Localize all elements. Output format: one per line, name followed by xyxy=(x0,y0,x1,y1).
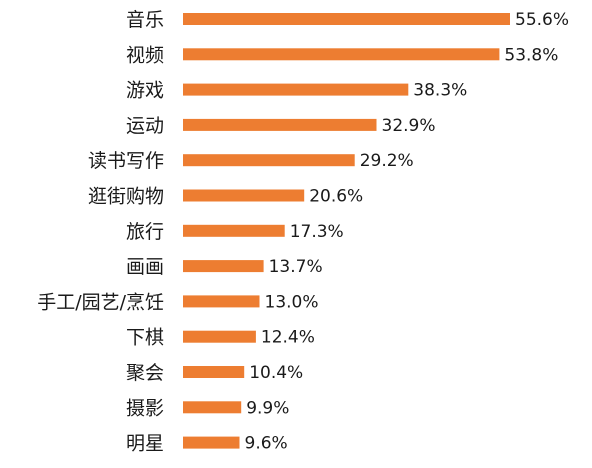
value-label: 9.6% xyxy=(245,434,288,454)
bar-9 xyxy=(183,330,256,343)
value-label: 13.7% xyxy=(269,257,323,277)
bar-6 xyxy=(183,224,285,237)
category-label: 视频 xyxy=(126,44,164,66)
value-label: 17.3% xyxy=(290,222,344,242)
category-label: 运动 xyxy=(126,115,164,137)
value-label: 13.0% xyxy=(265,292,319,312)
category-label: 下棋 xyxy=(126,327,164,349)
bar-0 xyxy=(183,13,510,25)
category-label: 聚会 xyxy=(126,362,164,384)
value-label: 10.4% xyxy=(249,363,303,383)
category-label: 画画 xyxy=(126,256,164,278)
category-label: 游戏 xyxy=(126,80,164,102)
bar-12 xyxy=(183,436,240,449)
category-label: 逛街购物 xyxy=(88,186,164,208)
value-label: 55.6% xyxy=(515,10,569,30)
category-label: 手工/园艺/烹饪 xyxy=(37,291,164,313)
category-label: 读书写作 xyxy=(88,150,164,172)
bar-3 xyxy=(183,118,377,131)
value-label: 32.9% xyxy=(382,116,436,136)
value-label: 12.4% xyxy=(261,328,315,348)
value-label: 53.8% xyxy=(504,45,558,65)
bar-11 xyxy=(183,401,242,414)
bars-layer xyxy=(183,13,510,449)
category-label: 音乐 xyxy=(126,9,164,31)
category-label: 摄影 xyxy=(126,397,164,419)
bar-5 xyxy=(183,189,305,202)
bar-4 xyxy=(183,154,355,167)
value-label: 29.2% xyxy=(360,151,414,171)
bar-2 xyxy=(183,83,409,96)
bar-8 xyxy=(183,295,260,308)
bar-10 xyxy=(183,366,245,378)
bar-7 xyxy=(183,260,264,273)
category-label: 明星 xyxy=(126,433,164,455)
value-labels: 55.6% 53.8% 38.3% 32.9% 29.2% 20.6% 17.3% 13.7%… xyxy=(245,10,570,454)
value-label: 9.9% xyxy=(246,398,289,418)
value-label: 20.6% xyxy=(309,187,363,207)
category-label: 旅行 xyxy=(126,221,164,243)
bar-1 xyxy=(183,48,500,61)
value-label: 38.3% xyxy=(413,81,467,101)
